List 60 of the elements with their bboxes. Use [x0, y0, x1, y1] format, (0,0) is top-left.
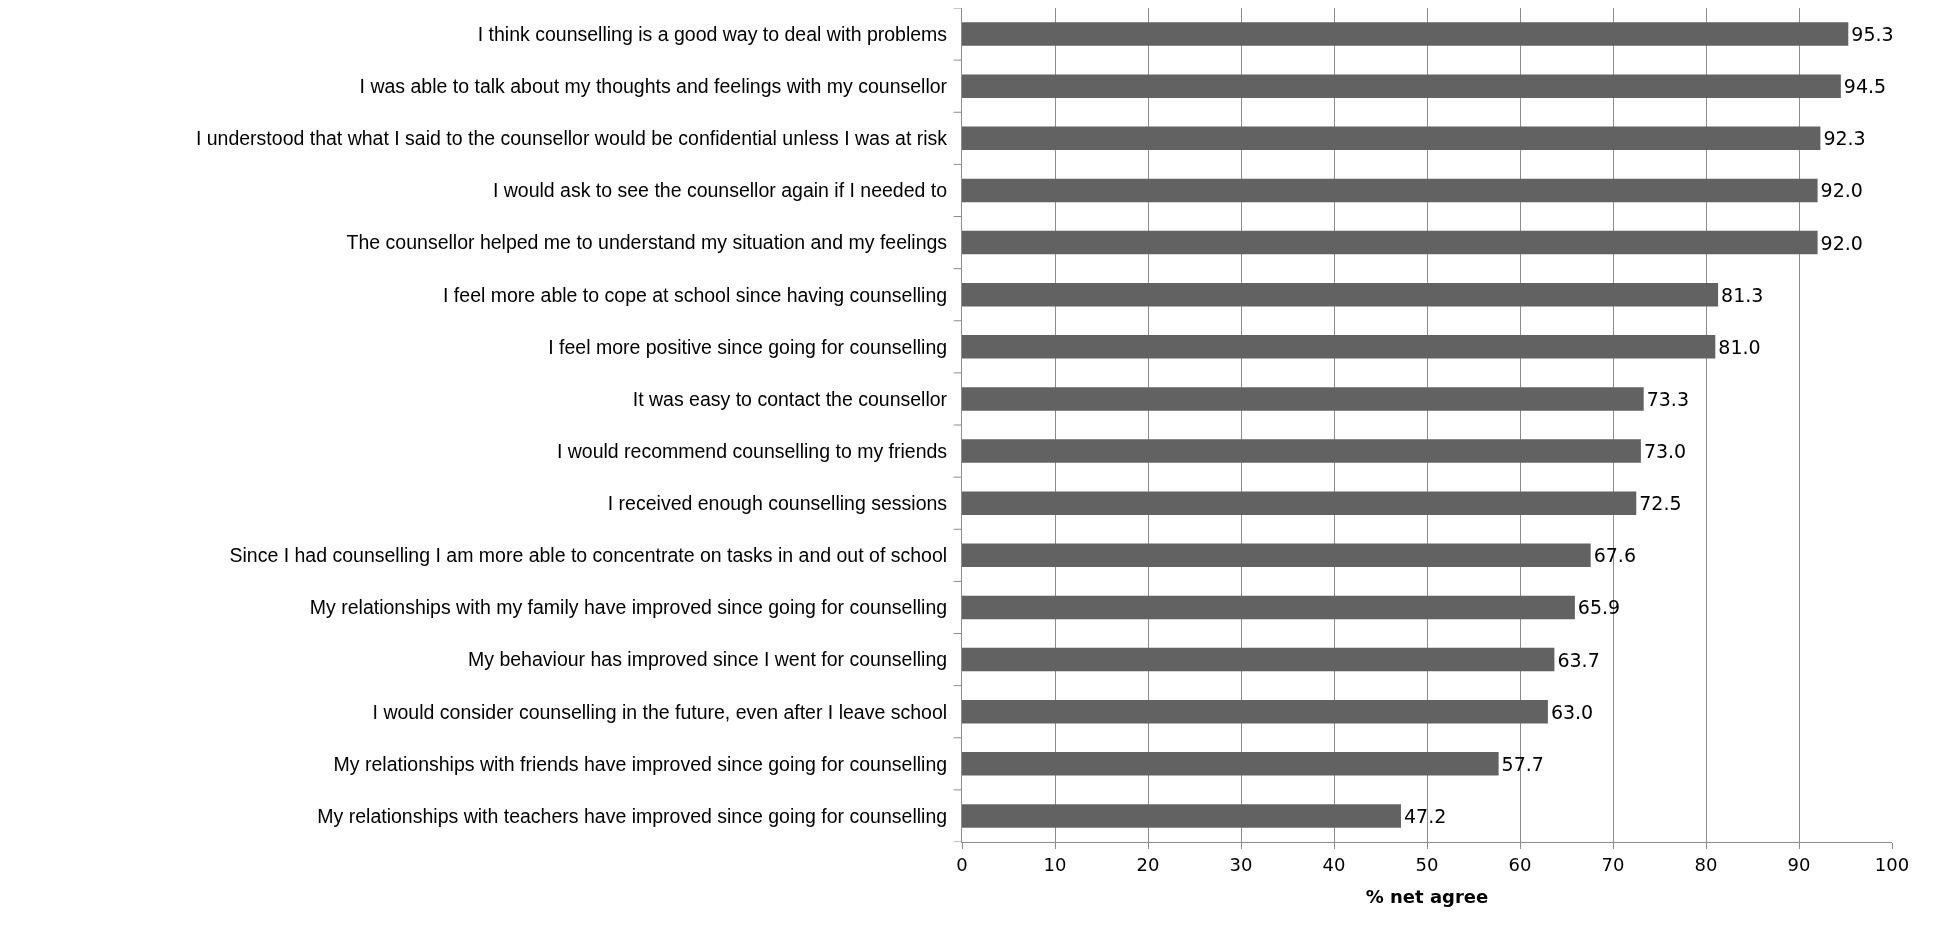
x-tick-label: 80 [1694, 853, 1718, 875]
bar [962, 178, 1818, 203]
data-label: 94.5 [1843, 75, 1887, 98]
y-tick-label: I would recommend counselling to my friends [556, 439, 948, 462]
y-tick-label: I would consider counselling in the future, even after I leave school [372, 700, 948, 723]
bar [962, 230, 1818, 255]
y-tick-label: I would ask to see the counsellor again if I needed to [492, 179, 948, 202]
data-label: 63.0 [1550, 700, 1594, 723]
y-tick-label: My relationships with teachers have improved since going for counselling [317, 804, 948, 827]
data-label: 73.0 [1643, 440, 1687, 463]
bar [962, 752, 1499, 776]
x-tick-label: 30 [1229, 853, 1253, 875]
bar [962, 543, 1591, 568]
data-label: 67.6 [1593, 544, 1636, 567]
data-label: 57.7 [1501, 752, 1544, 775]
y-tick-label: My behaviour has improved since I went for counselling [468, 648, 948, 671]
y-tick-label: I feel more positive since going for counselling [548, 335, 948, 358]
y-tick-label: I understood that what I said to the counsellor would be confidential unless I was at risk [195, 127, 948, 150]
y-tick-label: My relationships with my family have improved since going for counselling [309, 596, 948, 619]
bar [962, 74, 1841, 98]
y-tick-label: I feel more able to cope at school since having counselling [443, 283, 948, 306]
y-tick-label: Since I had counselling I am more able to concentrate on tasks in and out of school [229, 544, 948, 567]
x-tick-label: 70 [1601, 853, 1625, 875]
bar [962, 595, 1575, 620]
bar [962, 439, 1641, 463]
data-label: 92.0 [1820, 179, 1863, 202]
bar [962, 335, 1716, 359]
x-axis-title: % net agree [1365, 885, 1489, 907]
data-label: 63.7 [1557, 648, 1600, 671]
y-tick-label: The counsellor helped me to understand my situation and my feelings [346, 231, 948, 254]
x-tick-label: 50 [1415, 853, 1439, 875]
x-tick-label: 60 [1508, 853, 1532, 875]
data-label: 73.3 [1646, 387, 1689, 410]
bar [962, 387, 1644, 411]
y-tick-label: It was easy to contact the counsellor [632, 387, 948, 410]
x-tick-label: 0 [956, 853, 968, 875]
data-label: 92.3 [1823, 127, 1866, 150]
x-tick-label: 20 [1136, 853, 1160, 875]
bar [962, 699, 1548, 724]
y-tick-label: My relationships with friends have improved since going for counselling [333, 752, 948, 775]
data-label: 81.0 [1718, 335, 1761, 358]
y-tick-label: I think counselling is a good way to deal with problems [477, 22, 948, 45]
bar [962, 282, 1719, 307]
data-label: 95.3 [1851, 23, 1894, 46]
x-tick-label: 90 [1787, 853, 1811, 875]
data-label: 81.3 [1721, 283, 1764, 306]
x-tick-label: 10 [1043, 853, 1067, 875]
x-tick-label: 40 [1322, 853, 1346, 875]
data-label: 47.2 [1403, 804, 1447, 827]
bar [962, 22, 1849, 46]
y-tick-label: I received enough counselling sessions [607, 492, 948, 515]
y-tick-label: I was able to talk about my thoughts and feelings with my counsellor [359, 75, 948, 98]
data-label: 92.0 [1820, 231, 1863, 254]
bar [962, 126, 1821, 151]
data-label: 72.5 [1639, 492, 1682, 515]
bar [962, 647, 1555, 672]
bar [962, 491, 1637, 515]
x-tick-label: 100 [1874, 853, 1910, 875]
bar [962, 804, 1401, 828]
data-label: 65.9 [1577, 596, 1621, 619]
